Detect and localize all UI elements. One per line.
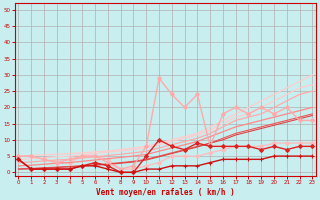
X-axis label: Vent moyen/en rafales ( km/h ): Vent moyen/en rafales ( km/h ) (96, 188, 235, 197)
